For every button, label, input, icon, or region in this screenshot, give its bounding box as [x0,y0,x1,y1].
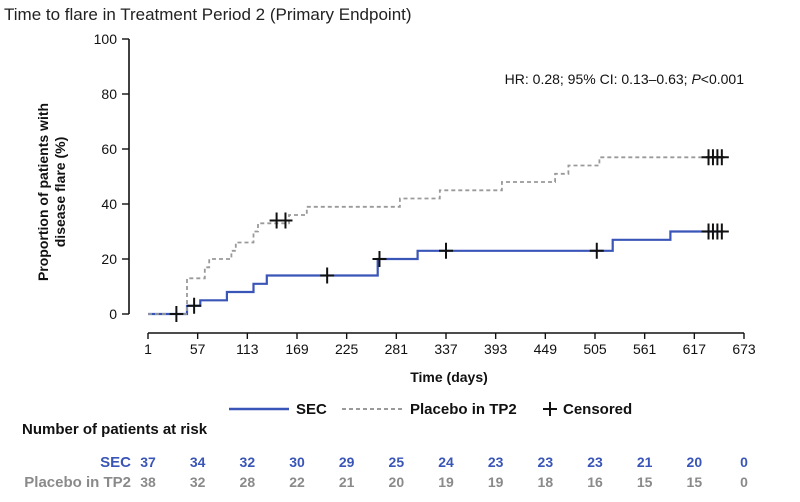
legend-censored-label: Censored [563,401,632,418]
risk-row-label: SEC [100,454,131,471]
x-tick-label: 337 [434,341,458,357]
x-tick-label: 393 [484,341,508,357]
risk-value: 34 [190,454,206,470]
x-axis-title: Time (days) [410,369,488,385]
series-placebo-line [148,156,724,315]
risk-value: 16 [587,474,603,490]
risk-value: 24 [438,454,454,470]
legend-placebo-label: Placebo in TP2 [410,401,517,418]
x-tick-label: 505 [583,341,607,357]
censor-mark-sec [714,223,729,240]
series-layer [148,149,729,322]
x-tick-label: 561 [633,341,657,357]
risk-value: 23 [538,454,554,470]
x-tick-label: 281 [385,341,409,357]
x-tick-label: 1 [144,341,152,357]
risk-row-label: Placebo in TP2 [24,474,131,491]
risk-value: 38 [140,474,156,490]
series-sec-line [148,230,724,316]
risk-value: 37 [140,454,156,470]
y-tick-label: 40 [101,196,117,212]
risk-value: 28 [240,474,256,490]
hazard-ratio-annotation: HR: 0.28; 95% CI: 0.13–0.63; P<0.001 [505,71,745,87]
censor-mark-sec [187,297,202,314]
censor-mark-sec [372,251,387,267]
x-tick-label: 225 [335,341,359,357]
risk-table: SEC 37 34 32 30 29 25 24 23 23 23 21 20 0 Placebo in T… [24,454,748,491]
legend: SEC Placebo in TP2 Censored [229,401,632,418]
risk-value: 0 [740,474,748,490]
censor-mark-placebo [278,212,293,229]
y-tick-label: 80 [101,86,117,102]
risk-value: 30 [289,454,305,470]
risk-value: 15 [687,474,703,490]
risk-value: 21 [637,454,653,470]
y-axis-title-line-1: Proportion of patients with [35,103,51,281]
y-tick-label: 100 [94,31,118,47]
censor-mark-sec [169,306,184,322]
risk-value: 18 [538,474,554,490]
y-axis-title-line-2: disease flare (%) [52,137,68,248]
risk-value: 19 [488,474,504,490]
legend-sec-label: SEC [296,401,327,418]
y-tick-label: 20 [101,251,117,267]
x-tick-label: 169 [285,341,309,357]
y-axis-title: Proportion of patients with disease flar… [35,103,68,281]
risk-value: 20 [389,474,405,490]
x-tick-label: 57 [190,341,206,357]
risk-value: 19 [438,474,454,490]
risk-value: 22 [289,474,305,490]
x-tick-label: 673 [732,341,756,357]
risk-table-title: Number of patients at risk [22,421,208,438]
risk-value: 21 [339,474,355,490]
risk-value: 32 [190,474,206,490]
censor-mark-sec [589,242,604,259]
censor-mark-sec [439,242,453,259]
page-title: Time to flare in Treatment Period 2 (Pri… [4,5,412,24]
legend-censored-marker [543,402,557,416]
x-tick-label: 449 [534,341,558,357]
risk-value: 25 [389,454,405,470]
censor-mark-placebo [714,149,729,166]
plot-axes: 1 57 113 169 225 281 337 393 449 505 561 617 673 0 20 4… [94,31,756,357]
risk-value: 15 [637,474,653,490]
y-tick-label: 60 [101,141,117,157]
risk-value: 32 [240,454,256,470]
x-tick-label: 617 [683,341,707,357]
risk-value: 29 [339,454,355,470]
x-tick-label: 113 [236,341,259,357]
risk-value: 0 [740,454,748,470]
risk-value: 20 [687,454,703,470]
risk-value: 23 [587,454,603,470]
censor-mark-sec [320,267,335,284]
risk-value: 23 [488,454,504,470]
y-tick-label: 0 [109,306,117,322]
